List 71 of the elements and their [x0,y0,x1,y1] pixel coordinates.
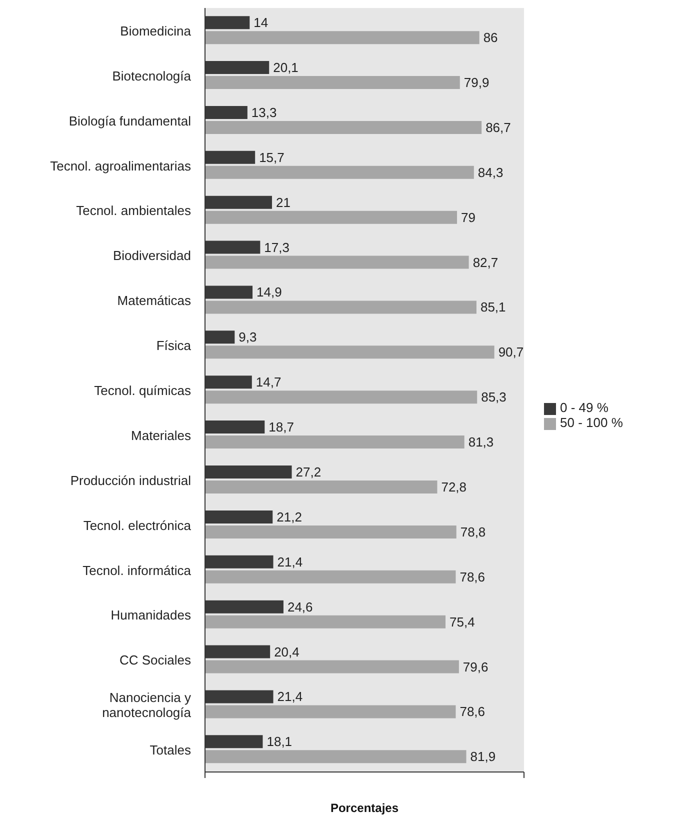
bar [205,210,458,224]
data-label: 20,1 [273,60,298,76]
data-label: 81,9 [470,749,496,764]
y-tick-label: Biomedicina [120,22,192,38]
data-label: 18,1 [266,734,292,750]
y-tick-label: Totales [150,742,192,758]
y-tick-label: Biodiversidad [112,248,191,263]
y-tick-label: Materiales [131,427,192,442]
data-label: 13,3 [251,104,277,120]
data-label: 79,9 [464,75,490,90]
bar [205,436,464,449]
bar [205,705,456,718]
data-label: 20,4 [274,644,300,660]
y-tick-label: Tecnol. informática [82,562,192,578]
data-label: 86 [483,30,498,46]
y-tick-label: Humanidades [110,607,192,622]
data-label: 81,3 [468,434,494,450]
data-label: 9,3 [238,330,257,345]
bar [205,300,476,314]
bar [205,31,480,44]
data-label: 17,3 [264,240,290,255]
bar [205,570,456,584]
y-tick-label: Matemáticas [117,292,192,308]
y-tick-label: Biología fundamental [68,112,192,128]
x-axis-title: Porcentajes [330,801,399,815]
data-label: 86,7 [486,120,511,135]
data-label: 78,6 [460,704,486,720]
bar [205,750,466,764]
y-tick-label: Tecnol. ambientales [76,202,192,218]
data-label: 14,9 [256,284,282,300]
bar [205,660,459,674]
data-label: 21,2 [276,509,302,524]
data-label: 21,4 [277,554,303,570]
data-label: 79 [461,210,476,225]
bar [205,480,438,494]
data-label: 14 [254,15,268,30]
y-tick-label: Tecnol. electrónica [83,517,192,532]
y-tick-label: Física [156,338,192,353]
data-label: 14,7 [256,374,282,390]
data-label: 24,6 [287,599,313,614]
bar [205,120,482,134]
bar [205,76,460,90]
data-label: 90,7 [498,344,524,360]
data-label: 75,4 [450,614,475,630]
data-label: 85,1 [480,300,506,315]
data-label: 84,3 [478,164,504,180]
y-tick-label: Producción industrial [70,472,192,488]
bar [205,525,456,538]
legend-label: 0 - 49 % [560,400,608,415]
bar [205,390,478,404]
bar [205,256,469,269]
bar [205,615,446,628]
data-label: 27,2 [296,464,322,480]
data-label: 21,4 [277,689,303,704]
y-tick-label: Tecnol. agroalimentarias [50,158,192,173]
data-label: 18,7 [268,420,294,435]
y-tick-label: Tecnol. químicas [94,382,192,398]
legend-label: 50 - 100 % [560,415,623,430]
bar [205,346,494,359]
data-label: 85,3 [481,390,506,405]
data-label: 21 [276,194,290,210]
data-label: 78,6 [460,569,486,584]
data-label: 72,8 [441,480,467,494]
data-label: 78,8 [460,524,486,540]
y-tick-label: Nanociencia y nanotecnología [102,690,192,720]
data-label: 82,7 [472,254,498,270]
y-tick-label: CC Sociales [119,652,192,668]
data-label: 79,6 [462,659,488,674]
bar [205,166,474,179]
data-label: 15,7 [259,150,284,165]
y-tick-label: Biotecnología [112,68,192,83]
